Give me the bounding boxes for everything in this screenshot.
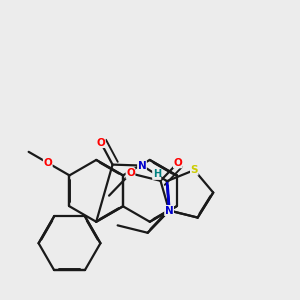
Text: O: O <box>44 158 52 168</box>
Text: O: O <box>126 168 135 178</box>
Text: N: N <box>138 160 146 171</box>
Text: O: O <box>96 137 105 148</box>
Text: S: S <box>190 165 198 175</box>
Text: O: O <box>173 158 182 168</box>
Text: N: N <box>165 206 173 215</box>
Text: H: H <box>153 169 161 179</box>
